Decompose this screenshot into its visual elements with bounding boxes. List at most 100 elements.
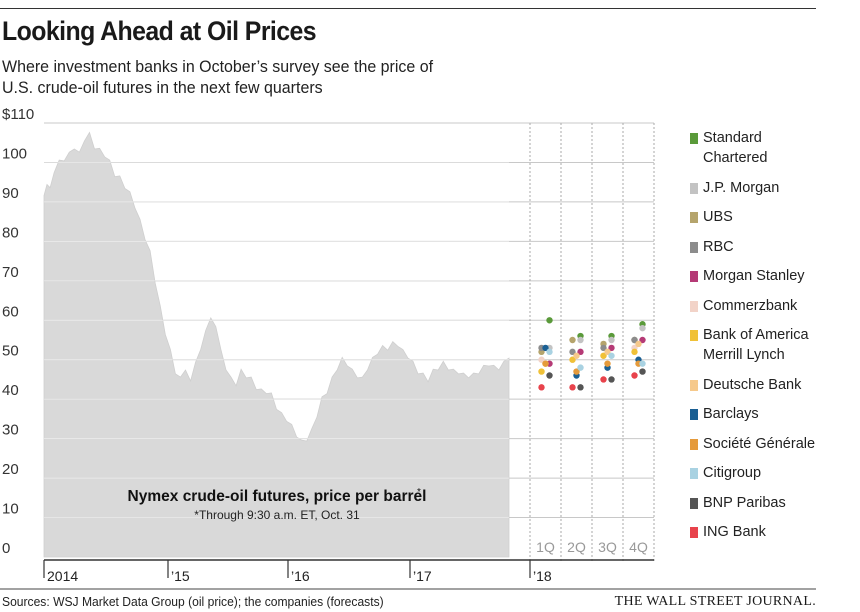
legend-swatch [690, 300, 698, 312]
x-tick-label: ’15 [171, 568, 190, 584]
forecast-dot [577, 364, 584, 371]
legend-label: BNP Paribas [703, 494, 786, 511]
forecast-dot [569, 356, 576, 363]
area-footnote: *Through 9:30 a.m. ET, Oct. 31 [194, 508, 360, 522]
forecast-dot [639, 324, 646, 332]
legend-label: Société Générale [703, 435, 816, 452]
legend-swatch [690, 330, 698, 341]
forecast-dot [542, 360, 549, 367]
legend-item: Deutsche Bank [690, 375, 850, 395]
forecast-dot [573, 368, 580, 375]
forecast-dot [546, 372, 553, 379]
y-tick-label: 50 [2, 343, 19, 360]
legend-item: RBC [690, 237, 850, 257]
y-tick-label: 20 [2, 461, 19, 478]
x-tick-label: ’17 [413, 568, 432, 584]
forecast-dot [546, 317, 553, 324]
legend-swatch [690, 271, 698, 282]
forecast-dot [573, 352, 580, 359]
x-tick-label: ’16 [291, 568, 310, 584]
y-tick-label: 40 [2, 382, 19, 399]
forecast-dot [608, 344, 615, 352]
legend-item: ING Bank [690, 522, 850, 542]
forecast-dot [604, 360, 611, 367]
y-tick-label: 70 [2, 264, 19, 281]
legend-swatch [690, 379, 698, 391]
forecast-dot [639, 368, 646, 375]
forecast-dot [631, 336, 638, 344]
legend-item: Standard Chartered [690, 128, 850, 168]
legend-label: Barclays [703, 406, 759, 422]
forecast-dot [600, 352, 607, 359]
legend-label: Commerzbank [703, 297, 798, 314]
forecast-dot [600, 344, 607, 352]
forecast-dot [608, 376, 615, 383]
y-tick-label: $110 [2, 106, 34, 123]
legend-swatch [690, 409, 698, 420]
x-tick-label: 2014 [47, 568, 78, 584]
forecast-dot [631, 372, 638, 379]
legend-label: Deutsche Bank [703, 376, 802, 393]
legend-label: UBS [703, 209, 733, 225]
forecast-dot [538, 384, 545, 391]
y-tick-label: 90 [2, 185, 19, 202]
legend-item: Barclays [690, 404, 850, 424]
forecast-dot [631, 348, 638, 356]
sources-note: Sources: WSJ Market Data Group (oil pric… [2, 594, 384, 609]
forecast-dot [604, 348, 611, 356]
forecast-dot [639, 336, 646, 344]
forecast-dot [608, 352, 615, 359]
publisher-logo: THE WALL STREET JOURNAL. [614, 594, 816, 609]
area-label: Nymex crude-oil futures, price per barre… [128, 488, 427, 505]
legend-swatch [690, 241, 698, 253]
legend-swatch [690, 468, 698, 479]
y-tick-label: 100 [2, 145, 27, 162]
legend-item: Commerzbank [690, 296, 850, 316]
top-rule [0, 8, 816, 9]
legend-label: Morgan Stanley [703, 268, 805, 284]
forecast-dot [546, 348, 553, 356]
legend-label: Bank of America Merrill Lynch [703, 327, 809, 363]
price-area [43, 131, 510, 558]
forecast-dot [538, 356, 545, 363]
legend-item: J.P. Morgan [690, 178, 850, 198]
y-tick-label: 30 [2, 422, 19, 439]
legend-item: Morgan Stanley [690, 266, 850, 286]
legend-item: Bank of America Merrill Lynch [690, 325, 850, 365]
forecast-dot [577, 336, 584, 344]
legend-swatch [690, 182, 698, 194]
legend-swatch [690, 438, 698, 450]
legend-swatch [690, 527, 698, 538]
quarter-label: 3Q [598, 539, 617, 555]
legend-label: J.P. Morgan [703, 179, 780, 196]
y-tick-label: 60 [2, 303, 19, 320]
chart-title: Looking Ahead at Oil Prices [2, 16, 317, 46]
forecast-dot [538, 368, 545, 375]
chart-subtitle: Where investment banks in October’s surv… [2, 57, 434, 97]
x-tick-label: ’18 [533, 568, 552, 584]
legend: Standard Chartered J.P. Morgan UBS RBC Morgan… [690, 128, 850, 552]
area-label-mark: * [417, 487, 421, 498]
y-tick-label: 10 [2, 501, 19, 518]
forecast-dot [635, 340, 642, 348]
forecast-dot [569, 348, 576, 356]
legend-item: Société Générale [690, 434, 850, 454]
forecast-dot [600, 376, 607, 383]
legend-item: BNP Paribas [690, 493, 850, 513]
quarter-label: 4Q [629, 539, 648, 555]
forecast-dot [569, 384, 576, 391]
legend-label: ING Bank [703, 524, 766, 540]
legend-item: Citigroup [690, 463, 850, 483]
y-tick-label: 0 [2, 540, 10, 557]
legend-label: Standard Chartered [703, 130, 768, 166]
legend-label: RBC [703, 238, 734, 255]
quarter-label: 2Q [567, 539, 586, 555]
quarter-label: 1Q [536, 539, 555, 555]
legend-swatch [690, 212, 698, 223]
legend-label: Citigroup [703, 465, 762, 481]
forecast-dot [577, 384, 584, 391]
forecast-dot [542, 344, 549, 352]
forecast-dot [569, 336, 576, 344]
forecast-dot [608, 336, 615, 344]
